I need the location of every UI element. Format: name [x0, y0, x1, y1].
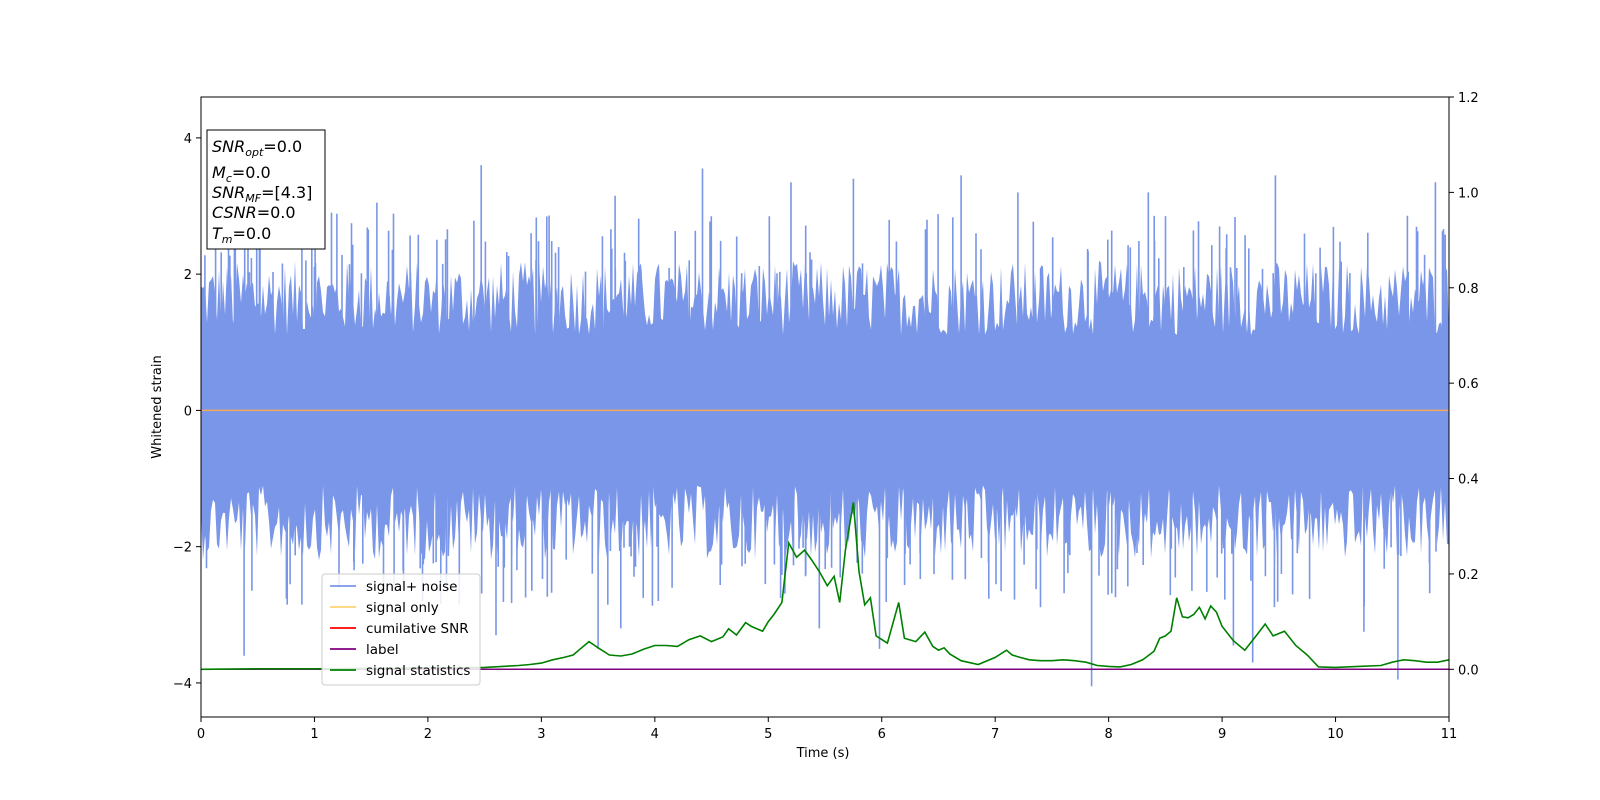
x-tick-label: 11	[1441, 727, 1458, 742]
info-snr-opt: SNRopt=0.0	[212, 137, 302, 159]
info-box: SNRopt=0.0 Mc=0.0 SNRMF=[4.3] CSNR=0.0 T…	[206, 129, 326, 250]
y2-tick-label: 0.2	[1458, 568, 1479, 583]
y2-tick-label: 0.6	[1458, 377, 1479, 392]
x-tick-label: 9	[1218, 727, 1226, 742]
y2-tick-label: 1.2	[1458, 91, 1479, 106]
x-tick-label: 5	[764, 727, 772, 742]
y2-tick-label: 1.0	[1458, 186, 1479, 201]
y-tick-label: −4	[173, 677, 192, 692]
x-tick-label: 3	[537, 727, 545, 742]
y-tick-label: 0	[184, 404, 192, 419]
x-tick-label: 10	[1327, 727, 1344, 742]
y2-tick-label: 0.8	[1458, 282, 1479, 297]
x-tick-label: 1	[310, 727, 318, 742]
plot-area	[201, 165, 1449, 687]
y-axis-label: Whitened strain	[150, 355, 165, 458]
y2-tick-label: 0.4	[1458, 473, 1479, 488]
y2-tick-label: 0.0	[1458, 663, 1479, 678]
y-axis-left: 4 2 0 −2 −4	[173, 132, 201, 692]
x-tick-label: 0	[197, 727, 205, 742]
signal-noise-spikes	[204, 165, 1446, 687]
legend-label-signal-noise: signal+ noise	[366, 579, 457, 595]
legend-label-signal-only: signal only	[366, 600, 439, 616]
legend: signal+ noise signal only cumilative SNR…	[321, 573, 481, 686]
x-tick-label: 8	[1104, 727, 1112, 742]
info-csnr: CSNR=0.0	[212, 203, 296, 222]
y-tick-label: 2	[184, 268, 192, 283]
x-tick-label: 7	[991, 727, 999, 742]
signal-statistics-line	[201, 502, 1449, 671]
axes-frame	[200, 96, 1450, 718]
info-snr-mf: SNRMF=[4.3]	[212, 183, 312, 205]
info-mc: Mc=0.0	[212, 163, 271, 185]
x-tick-label: 2	[424, 727, 432, 742]
legend-label-cumilative-snr: cumilative SNR	[366, 621, 469, 637]
legend-label-label: label	[366, 642, 399, 658]
x-axis: 0 1 2 3 4 5 6 7 8 9 10 11	[197, 717, 1457, 742]
y-tick-label: 4	[184, 132, 192, 147]
x-axis-label: Time (s)	[796, 746, 850, 761]
x-tick-label: 4	[651, 727, 659, 742]
legend-label-signal-statistics: signal statistics	[366, 663, 470, 679]
x-tick-label: 6	[878, 727, 886, 742]
y-axis-right: 1.2 1.0 0.8 0.6 0.4 0.2 0.0	[1449, 91, 1479, 678]
info-tm: Tm=0.0	[212, 224, 271, 246]
y-tick-label: −2	[173, 541, 192, 556]
